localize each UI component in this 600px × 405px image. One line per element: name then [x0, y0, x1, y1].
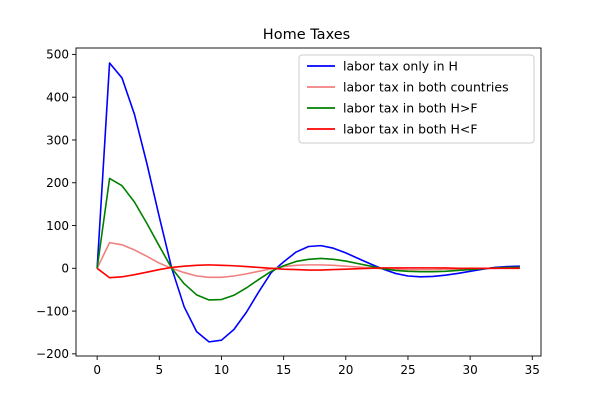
series-line-3 — [96, 177, 520, 301]
x-tick-label: 15 — [276, 363, 291, 377]
y-tick-label: 200 — [46, 176, 69, 190]
y-tick-label: 300 — [46, 133, 69, 147]
y-axis: −200 −100 0 100 200 300 400 500 — [36, 48, 76, 361]
legend-label: labor tax only in H — [343, 59, 458, 74]
y-tick-label: −100 — [36, 304, 69, 318]
legend: labor tax only in H labor tax in both cou… — [298, 54, 535, 144]
y-tick-label: 400 — [46, 90, 69, 104]
x-tick-label: 25 — [400, 363, 415, 377]
x-tick-label: 35 — [525, 363, 540, 377]
plot-frame — [75, 47, 542, 357]
legend-label: labor tax in both countries — [343, 80, 509, 95]
x-tick-label: 20 — [338, 363, 353, 377]
x-tick-label: 10 — [214, 363, 229, 377]
legend-label: labor tax in both H>F — [343, 101, 478, 116]
legend-box — [298, 54, 535, 144]
plot-lines — [96, 62, 520, 343]
series-line-2 — [96, 241, 520, 279]
series-line-1 — [96, 62, 520, 343]
y-tick-label: 500 — [46, 48, 69, 62]
legend-label: labor tax in both H<F — [343, 122, 478, 137]
chart-title: Home Taxes — [263, 27, 350, 43]
y-tick-label: 0 — [61, 262, 69, 276]
series-line-4 — [96, 264, 520, 279]
y-tick-label: 100 — [46, 219, 69, 233]
x-tick-label: 0 — [93, 363, 101, 377]
y-tick-label: −200 — [36, 347, 69, 361]
x-tick-label: 30 — [462, 363, 477, 377]
x-axis: 0 5 10 15 20 25 30 35 — [93, 356, 540, 377]
x-tick-label: 5 — [155, 363, 163, 377]
